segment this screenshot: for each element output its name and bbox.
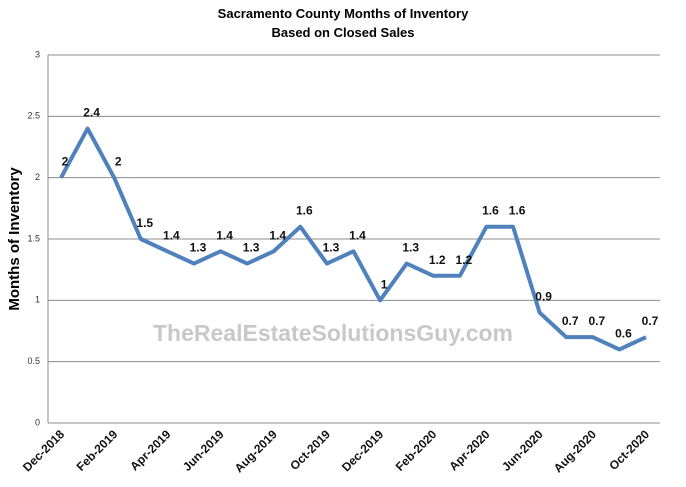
x-tick-label: Oct-2019 xyxy=(287,427,333,473)
y-tick-label: 1.5 xyxy=(27,233,40,243)
data-label: 2.4 xyxy=(83,106,100,120)
chart-title: Sacramento County Months of Inventory xyxy=(218,6,469,21)
x-tick-label: Apr-2020 xyxy=(446,427,492,473)
x-tick-label: Apr-2019 xyxy=(127,427,173,473)
data-label: 1.2 xyxy=(456,253,473,267)
data-label: 0.7 xyxy=(588,314,605,328)
data-label: 1.3 xyxy=(402,241,419,255)
data-label: 2 xyxy=(115,155,122,169)
watermark: TheRealEstateSolutionsGuy.com xyxy=(153,320,513,346)
data-label: 1.3 xyxy=(323,241,340,255)
y-tick-label: 2.5 xyxy=(27,111,40,121)
y-tick-label: 0.5 xyxy=(27,356,40,366)
data-label: 1.6 xyxy=(482,204,499,218)
data-label: 0.9 xyxy=(535,290,552,304)
data-label: 1.4 xyxy=(163,228,180,242)
data-label: 1.6 xyxy=(509,204,526,218)
x-tick-label: Dec-2019 xyxy=(339,427,386,474)
data-label: 1.2 xyxy=(429,253,446,267)
y-tick-label: 1 xyxy=(35,295,40,305)
x-tick-label: Feb-2020 xyxy=(393,427,440,474)
x-tick-label: Aug-2020 xyxy=(551,427,599,475)
data-label: 0.7 xyxy=(642,314,659,328)
data-label: 1.5 xyxy=(136,216,153,230)
chart-subtitle: Based on Closed Sales xyxy=(271,25,414,40)
y-tick-label: 0 xyxy=(35,417,40,427)
data-label: 2 xyxy=(62,155,69,169)
x-tick-label: Jun-2020 xyxy=(499,427,546,474)
data-label: 1.3 xyxy=(190,241,207,255)
data-label: 1.4 xyxy=(216,228,233,242)
x-tick-label: Feb-2019 xyxy=(74,427,121,474)
x-tick-label: Aug-2019 xyxy=(232,427,280,475)
y-tick-label: 2 xyxy=(35,172,40,182)
data-label: 1 xyxy=(381,277,388,291)
y-axis-label: Months of Inventory xyxy=(6,167,23,311)
data-label: 1.6 xyxy=(296,204,313,218)
y-tick-label: 3 xyxy=(35,49,40,59)
data-label: 0.6 xyxy=(615,326,632,340)
data-label: 0.7 xyxy=(562,314,579,328)
x-tick-label: Dec-2018 xyxy=(20,427,67,474)
data-label: 1.3 xyxy=(243,241,260,255)
data-label: 1.4 xyxy=(269,228,286,242)
x-tick-label: Jun-2019 xyxy=(180,427,227,474)
x-tick-label: Oct-2020 xyxy=(606,427,652,473)
data-label: 1.4 xyxy=(349,228,366,242)
line xyxy=(59,126,647,352)
